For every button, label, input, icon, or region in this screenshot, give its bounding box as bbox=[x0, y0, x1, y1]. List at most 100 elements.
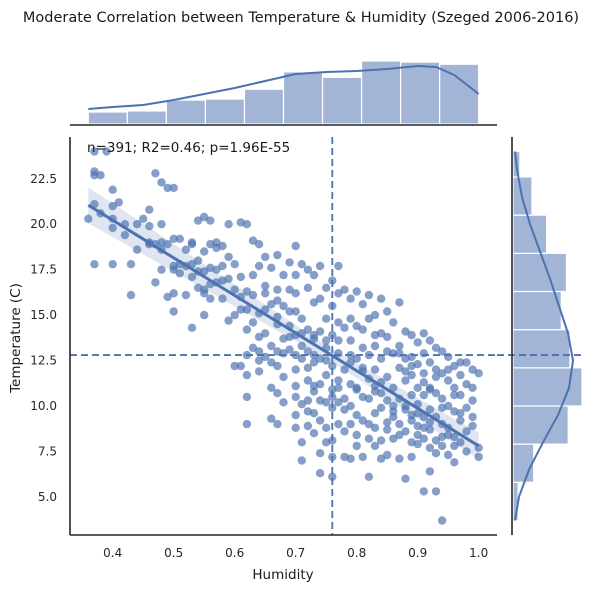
scatter-point bbox=[334, 289, 343, 298]
scatter-point bbox=[376, 294, 386, 303]
scatter-point bbox=[291, 307, 300, 316]
scatter-point bbox=[273, 285, 282, 294]
scatter-point bbox=[334, 318, 343, 327]
scatter-point bbox=[340, 452, 349, 462]
scatter-point bbox=[474, 369, 483, 378]
scatter-point bbox=[334, 376, 343, 385]
scatter-point bbox=[413, 338, 422, 347]
scatter-point bbox=[261, 289, 270, 298]
scatter-point bbox=[309, 429, 319, 438]
scatter-point bbox=[352, 354, 361, 363]
scatter-point bbox=[376, 389, 386, 398]
top-histogram-bar bbox=[87, 111, 128, 125]
scatter-point bbox=[224, 316, 233, 325]
mean-lines bbox=[70, 137, 583, 535]
scatter-point bbox=[315, 294, 325, 303]
scatter-point bbox=[126, 260, 136, 269]
scatter-point bbox=[425, 385, 435, 394]
scatter-point bbox=[267, 341, 276, 351]
scatter-point bbox=[340, 365, 349, 374]
scatter-point bbox=[297, 260, 306, 269]
scatter-point bbox=[376, 454, 386, 463]
x-tick-label: 0.7 bbox=[286, 546, 305, 560]
scatter-point bbox=[90, 147, 99, 156]
scatter-point bbox=[315, 261, 325, 271]
top-histogram-bar bbox=[204, 98, 246, 125]
scatter-point bbox=[328, 472, 337, 481]
scatter-point bbox=[370, 365, 380, 374]
scatter-point bbox=[389, 318, 398, 327]
scatter-point bbox=[236, 361, 245, 371]
scatter-point bbox=[267, 263, 276, 272]
scatter-point bbox=[401, 474, 410, 483]
scatter-point bbox=[425, 336, 435, 345]
scatter-point bbox=[383, 425, 392, 434]
scatter-point bbox=[218, 294, 227, 303]
right-kde-curve bbox=[514, 151, 575, 521]
scatter-point bbox=[187, 272, 197, 282]
scatter-point bbox=[297, 438, 306, 447]
scatter-point bbox=[450, 441, 459, 451]
scatter-point bbox=[468, 412, 477, 422]
scatter-point bbox=[370, 341, 380, 351]
scatter-point bbox=[254, 347, 264, 356]
scatter-point bbox=[474, 452, 483, 462]
scatter-point bbox=[419, 423, 428, 432]
scatter-point bbox=[169, 265, 178, 274]
scatter-point bbox=[334, 398, 343, 407]
scatter-point bbox=[419, 487, 428, 496]
scatter-point bbox=[315, 380, 325, 389]
x-tick-label: 0.5 bbox=[164, 546, 183, 560]
scatter-point bbox=[346, 314, 355, 323]
scatter-point bbox=[236, 272, 245, 282]
scatter-point bbox=[364, 419, 374, 429]
scatter-point bbox=[254, 332, 264, 342]
scatter-point bbox=[230, 310, 239, 320]
scatter-point bbox=[437, 403, 447, 412]
scatter-point bbox=[169, 183, 178, 193]
scatter-point bbox=[425, 443, 435, 452]
scatter-point bbox=[462, 380, 471, 389]
y-tick-labels: 5.0 7.5 10.0 12.5 15.0 17.5 20.0 22.5 bbox=[30, 172, 57, 504]
scatter-point bbox=[456, 370, 465, 380]
scatter-point bbox=[419, 349, 428, 358]
scatter-point bbox=[248, 236, 258, 245]
regression-confidence-band bbox=[88, 187, 479, 460]
scatter-point bbox=[309, 298, 319, 307]
scatter-point bbox=[413, 439, 422, 449]
scatter-point bbox=[431, 389, 441, 398]
scatter-point bbox=[425, 418, 435, 427]
x-tick-label: 0.6 bbox=[225, 546, 244, 560]
scatter-point bbox=[370, 423, 380, 432]
y-tick-label: 15.0 bbox=[30, 308, 57, 322]
scatter-point bbox=[242, 370, 252, 380]
scatter-point bbox=[364, 472, 374, 481]
scatter-point bbox=[444, 430, 453, 440]
scatter-point bbox=[431, 343, 441, 352]
scatter-point bbox=[187, 323, 197, 332]
scatter-point bbox=[96, 171, 105, 180]
scatter-point bbox=[376, 436, 386, 445]
scatter-point bbox=[303, 325, 313, 334]
scatter-point bbox=[346, 401, 355, 411]
scatter-point bbox=[230, 260, 239, 269]
scatter-point bbox=[242, 220, 252, 229]
scatter-point bbox=[444, 376, 453, 385]
regression-line bbox=[87, 203, 480, 448]
scatter-point bbox=[401, 427, 410, 436]
scatter-point bbox=[407, 410, 416, 420]
scatter-point bbox=[431, 487, 441, 496]
scatter-point bbox=[346, 380, 355, 389]
scatter-point bbox=[273, 389, 282, 398]
scatter-point bbox=[230, 361, 239, 371]
scatter-point bbox=[169, 234, 178, 243]
scatter-point bbox=[303, 407, 313, 416]
scatter-point bbox=[346, 419, 355, 429]
scatter-point bbox=[334, 419, 343, 429]
scatter-point bbox=[425, 358, 435, 367]
scatter-point bbox=[401, 367, 410, 376]
scatter-point bbox=[358, 343, 367, 352]
scatter-point bbox=[218, 261, 227, 271]
scatter-point bbox=[139, 214, 148, 223]
y-axis-label: Temperature (C) bbox=[8, 283, 24, 394]
